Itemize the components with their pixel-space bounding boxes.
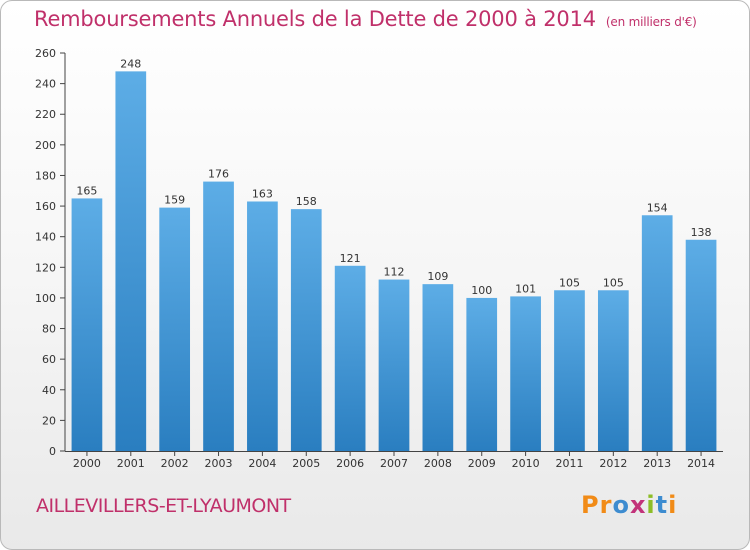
y-tick-label: 20 xyxy=(42,414,56,427)
bar xyxy=(71,198,103,451)
bar xyxy=(378,279,410,451)
logo-letter: i xyxy=(668,491,678,519)
x-tick-label: 2011 xyxy=(555,457,583,470)
commune-name: AILLEVILLERS-ET-LYAUMONT xyxy=(36,495,291,517)
bar xyxy=(641,215,673,451)
y-tick-label: 140 xyxy=(35,231,56,244)
bar-value-label: 159 xyxy=(164,194,185,207)
y-tick-label: 120 xyxy=(35,261,56,274)
logo-letter: t xyxy=(655,491,669,519)
bar xyxy=(290,209,322,451)
bar-value-label: 105 xyxy=(559,276,580,289)
y-tick-label: 240 xyxy=(35,78,56,91)
y-tick-label: 160 xyxy=(35,200,56,213)
logo-letter: r xyxy=(599,491,613,519)
bar xyxy=(554,290,585,451)
bar-value-label: 100 xyxy=(471,284,492,297)
y-tick-label: 60 xyxy=(42,353,56,366)
logo-letter: x xyxy=(629,491,647,519)
bar-value-label: 158 xyxy=(296,195,317,208)
x-tick-label: 2007 xyxy=(380,457,408,470)
x-tick-label: 2012 xyxy=(599,457,627,470)
bar-value-label: 112 xyxy=(384,266,405,279)
bar xyxy=(466,297,498,451)
proxiti-logo: Proxiti xyxy=(581,491,677,519)
y-tick-label: 0 xyxy=(49,445,56,458)
y-tick-label: 80 xyxy=(42,323,56,336)
y-tick-label: 260 xyxy=(35,47,56,60)
bar xyxy=(422,284,454,451)
x-tick-label: 2009 xyxy=(468,457,496,470)
x-tick-label: 2004 xyxy=(248,457,276,470)
x-tick-label: 2013 xyxy=(643,457,671,470)
bar xyxy=(203,181,234,452)
bar xyxy=(115,71,147,451)
chart-title-text: Remboursements Annuels de la Dette de 20… xyxy=(34,7,596,31)
bar-value-label: 248 xyxy=(120,57,141,70)
y-tick-label: 220 xyxy=(35,108,56,121)
logo-letter: P xyxy=(581,491,600,519)
y-tick-label: 200 xyxy=(35,139,56,152)
y-tick-label: 100 xyxy=(35,292,56,305)
x-tick-label: 2002 xyxy=(161,457,189,470)
bar xyxy=(597,290,629,451)
bar-value-label: 138 xyxy=(691,226,712,239)
x-tick-label: 2014 xyxy=(687,457,715,470)
bar-value-label: 109 xyxy=(427,270,448,283)
x-tick-label: 2008 xyxy=(424,457,452,470)
y-tick-label: 40 xyxy=(42,384,56,397)
bar xyxy=(159,207,191,451)
x-tick-label: 2001 xyxy=(117,457,145,470)
bar-value-label: 154 xyxy=(647,201,668,214)
bar-value-label: 163 xyxy=(252,187,273,200)
x-tick-label: 2000 xyxy=(73,457,101,470)
chart-title: Remboursements Annuels de la Dette de 20… xyxy=(34,7,697,31)
bar-value-label: 176 xyxy=(208,168,229,181)
chart-unit: (en milliers d'€) xyxy=(605,15,697,29)
bar xyxy=(334,265,366,451)
bar-value-label: 165 xyxy=(76,184,97,197)
bar-value-label: 121 xyxy=(340,252,361,265)
bar xyxy=(510,296,541,451)
x-tick-label: 2005 xyxy=(292,457,320,470)
x-tick-label: 2006 xyxy=(336,457,364,470)
logo-letter: o xyxy=(612,491,630,519)
x-tick-label: 2010 xyxy=(512,457,540,470)
bar xyxy=(685,239,717,451)
bar-value-label: 105 xyxy=(603,276,624,289)
bar xyxy=(247,201,278,451)
logo-letter: i xyxy=(646,491,656,519)
y-tick-label: 180 xyxy=(35,169,56,182)
x-tick-label: 2003 xyxy=(205,457,233,470)
bar-value-label: 101 xyxy=(515,282,536,295)
